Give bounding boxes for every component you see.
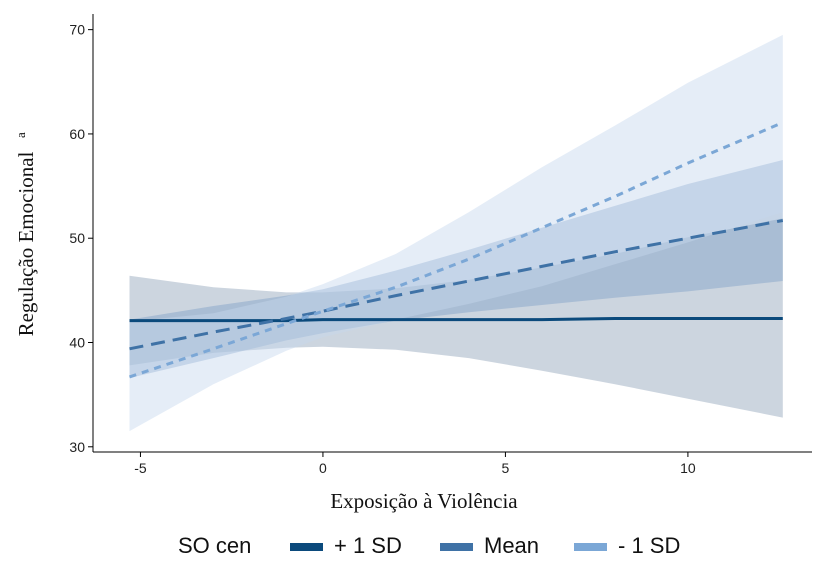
- line-series-1: [129, 219, 784, 351]
- y-axis-title: Regulação Emocional: [14, 151, 38, 336]
- line-series-0: [129, 317, 783, 323]
- legend-key-0: [290, 543, 323, 551]
- y-tick-label-4: 70: [69, 22, 85, 38]
- x-tick-label-1: 0: [319, 460, 327, 476]
- legend-label-0: + 1 SD: [334, 533, 402, 558]
- confidence-bands: [129, 34, 783, 432]
- axes: -5 0 5 10 30 40 50 60 70: [69, 14, 812, 476]
- legend-key-1: [440, 543, 473, 551]
- legend-label-2: - 1 SD: [618, 533, 680, 558]
- y-axis-title-group: Regulação Emocional a: [13, 132, 38, 336]
- y-tick-label-1: 40: [69, 335, 85, 351]
- y-axis-title-superscript: a: [13, 132, 28, 138]
- legend-key-2: [574, 543, 607, 551]
- y-tick-label-2: 50: [69, 230, 85, 246]
- x-tick-label-2: 5: [502, 460, 510, 476]
- series-lines: [129, 121, 784, 379]
- x-tick-label-3: 10: [680, 460, 696, 476]
- band-series-2: [129, 34, 783, 432]
- band-series-0: [129, 218, 783, 418]
- band-series-1: [129, 160, 783, 378]
- legend-label-1: Mean: [484, 533, 539, 558]
- y-tick-label-0: 30: [69, 439, 85, 455]
- legend-title: SO cen: [178, 533, 251, 558]
- legend: SO cen + 1 SD Mean - 1 SD: [178, 533, 680, 558]
- x-tick-label-0: -5: [134, 460, 147, 476]
- y-tick-label-3: 60: [69, 126, 85, 142]
- x-axis-title: Exposição à Violência: [330, 489, 518, 513]
